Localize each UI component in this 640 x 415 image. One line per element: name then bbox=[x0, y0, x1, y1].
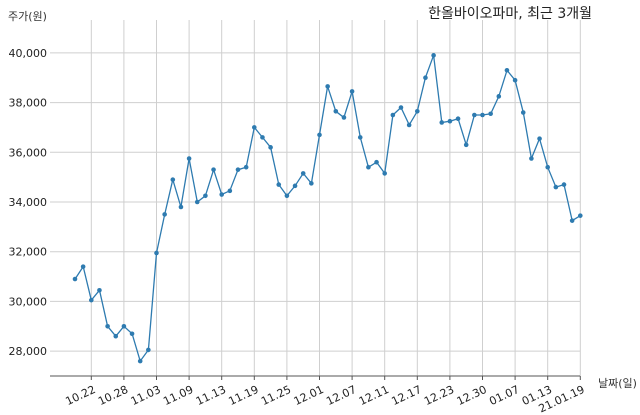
data-point bbox=[137, 358, 143, 364]
data-point bbox=[537, 136, 542, 141]
x-tick-label: 11.09 bbox=[161, 383, 195, 408]
data-point bbox=[292, 183, 298, 189]
data-point bbox=[455, 116, 461, 122]
y-tick-label: 28,000 bbox=[9, 345, 48, 358]
data-point bbox=[105, 323, 110, 329]
data-point bbox=[398, 105, 404, 110]
data-point bbox=[178, 204, 184, 210]
data-point bbox=[406, 122, 412, 128]
data-point bbox=[276, 182, 282, 187]
data-point bbox=[512, 77, 518, 83]
data-point bbox=[463, 142, 469, 148]
data-point bbox=[170, 177, 176, 182]
x-tick-label: 11.19 bbox=[227, 383, 261, 408]
y-tick-label: 30,000 bbox=[9, 295, 48, 308]
x-tick-label: 11.13 bbox=[194, 383, 228, 408]
data-point bbox=[113, 333, 119, 339]
y-tick-label: 32,000 bbox=[9, 246, 48, 259]
data-point bbox=[268, 145, 273, 150]
data-point bbox=[480, 112, 485, 118]
data-point bbox=[162, 212, 167, 217]
x-tick-label: 11.25 bbox=[259, 383, 293, 408]
data-point bbox=[203, 193, 208, 199]
data-point bbox=[520, 110, 526, 115]
data-point bbox=[472, 112, 477, 118]
data-point bbox=[569, 218, 575, 223]
x-tick-label: 12.11 bbox=[357, 383, 391, 408]
y-tick-label: 34,000 bbox=[9, 196, 48, 209]
y-axis-ticks: 28,000 30,000 32,000 34,000 36,000 38,000 40,0… bbox=[9, 47, 48, 358]
y-axis-title: 주가(원) bbox=[8, 10, 47, 23]
y-tick-label: 36,000 bbox=[9, 146, 48, 159]
data-point bbox=[504, 67, 510, 73]
x-tick-label: 10.22 bbox=[64, 383, 98, 408]
data-point bbox=[89, 297, 94, 303]
data-point bbox=[545, 164, 550, 170]
data-point bbox=[415, 108, 420, 114]
data-point bbox=[186, 156, 192, 161]
data-point bbox=[553, 184, 559, 190]
data-point bbox=[235, 167, 241, 172]
data-point bbox=[390, 112, 396, 118]
data-point bbox=[382, 171, 388, 176]
x-tick-label: 12.30 bbox=[455, 383, 489, 408]
data-point bbox=[317, 132, 322, 138]
data-point bbox=[243, 164, 249, 170]
data-point bbox=[529, 156, 534, 161]
data-point bbox=[496, 94, 502, 99]
data-point bbox=[325, 84, 330, 89]
data-point bbox=[146, 347, 151, 353]
data-point bbox=[129, 331, 135, 337]
data-point bbox=[333, 108, 339, 114]
x-tick-label: 12.23 bbox=[422, 383, 456, 408]
data-point bbox=[447, 118, 453, 124]
y-tick-label: 40,000 bbox=[9, 47, 48, 60]
data-point bbox=[80, 264, 86, 269]
data-point bbox=[194, 199, 200, 205]
data-point bbox=[211, 167, 216, 172]
data-point bbox=[578, 213, 583, 218]
data-point bbox=[561, 182, 567, 187]
data-point bbox=[349, 89, 355, 94]
x-tick-label: 01.07 bbox=[487, 383, 521, 408]
x-tick-label: 11.03 bbox=[129, 383, 163, 408]
data-point bbox=[97, 287, 102, 293]
data-point bbox=[366, 164, 371, 170]
data-points bbox=[72, 53, 583, 364]
x-tick-label: 12.17 bbox=[390, 383, 424, 408]
series-line bbox=[74, 55, 581, 363]
data-point bbox=[252, 125, 257, 130]
y-tick-label: 38,000 bbox=[9, 97, 48, 110]
x-tick-label: 10.28 bbox=[96, 383, 130, 408]
x-tick-label: 12.01 bbox=[292, 383, 326, 408]
data-point bbox=[488, 111, 493, 117]
data-point bbox=[260, 135, 265, 140]
data-point bbox=[431, 53, 436, 58]
x-tick-label: 12.07 bbox=[324, 383, 358, 408]
data-point bbox=[219, 192, 224, 197]
data-point bbox=[300, 171, 306, 176]
data-point bbox=[423, 75, 428, 81]
data-point bbox=[357, 135, 363, 140]
data-point bbox=[72, 276, 78, 282]
x-axis-title: 날짜(일) bbox=[598, 376, 637, 390]
data-point bbox=[121, 323, 127, 329]
grid-lines bbox=[50, 20, 581, 376]
data-point bbox=[374, 159, 379, 165]
x-axis-ticks: 10.2210.2811.0311.0911.1311.1911.2512.01… bbox=[64, 376, 587, 415]
chart-title: 한올바이오파마, 최근 3개월 bbox=[428, 6, 592, 22]
data-point bbox=[154, 250, 159, 256]
data-point bbox=[284, 193, 290, 199]
data-point bbox=[341, 115, 347, 120]
data-point bbox=[439, 120, 445, 125]
data-point bbox=[309, 181, 314, 186]
data-point bbox=[227, 188, 233, 194]
